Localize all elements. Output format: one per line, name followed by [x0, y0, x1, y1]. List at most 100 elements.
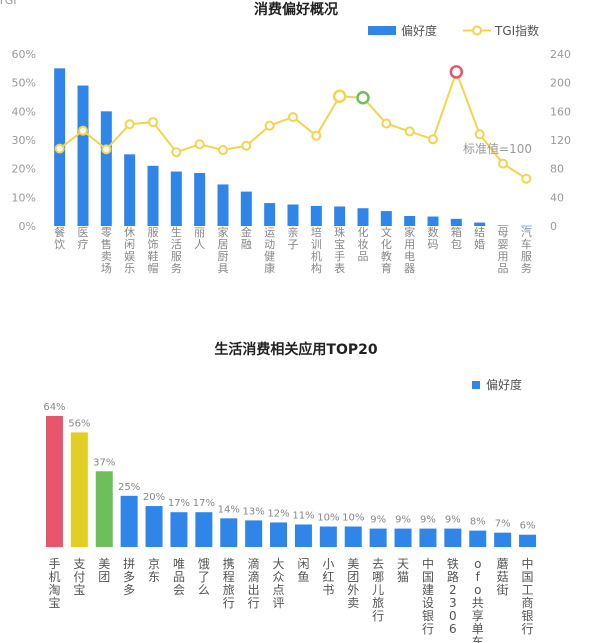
chart-2-data-label: 12%: [267, 508, 289, 519]
category-char: 中: [522, 556, 534, 571]
chart-1-bar: [217, 184, 229, 226]
chart-2-category-label: 饿了么: [198, 557, 210, 597]
chart-1-category-label: 家居厨具: [218, 225, 229, 275]
chart-1-tgi-point: [521, 173, 532, 184]
chart-2-category-label: 美团: [98, 557, 110, 584]
category-char: 场: [101, 261, 112, 275]
category-char: 银: [522, 609, 534, 623]
chart-1-category-label: 箱包: [451, 225, 462, 251]
category-char: 车: [521, 237, 532, 251]
category-char: 化: [358, 225, 369, 239]
chart-1-y2-tick: 160: [550, 105, 571, 118]
chart-1-bar: [100, 111, 112, 226]
category-char: 箱: [451, 225, 462, 239]
chart-1-tgi-point: [101, 144, 112, 155]
chart-2-bar: [494, 532, 512, 547]
category-char: 支: [73, 557, 85, 571]
category-char: 务: [171, 262, 182, 275]
category-char: 数: [428, 226, 439, 239]
chart-1-bar: [310, 205, 322, 226]
chart-2-data-label: 37%: [93, 457, 115, 468]
chart-1-tgi-point: [264, 120, 275, 131]
chart-2-category-label: 携程旅行: [223, 556, 235, 610]
chart-2-bar: [419, 528, 437, 547]
chart-1-tgi-point: [498, 158, 508, 169]
category-char: 融: [241, 238, 252, 251]
category-char: 滴: [248, 569, 260, 584]
category-char: 器: [404, 262, 415, 275]
chart-2-bar: [444, 528, 462, 547]
chart-2-data-label: 7%: [495, 519, 511, 530]
chart-1-baseline-annotation: 标准值=100: [463, 141, 532, 156]
chart-1-bar: [427, 216, 439, 226]
category-char: 教: [381, 250, 392, 263]
category-char: 休: [124, 226, 135, 239]
chart-1-tgi-point: [474, 129, 485, 140]
chart-1-legend-line-marker: [472, 25, 482, 36]
chart-1-y-tick: 60%: [12, 48, 36, 61]
consumption-preference-chart: 消费偏好概况 TGI 0% 10% 20% 30% 40% 50% 60% 0 40 80 120 160…: [0, 0, 571, 275]
category-char: 文: [381, 225, 392, 239]
category-char: 外: [347, 583, 359, 597]
category-char: 厨: [218, 250, 229, 263]
chart-1-category-label: 零售卖场: [101, 226, 112, 275]
chart-1-category-label: 珠宝手表: [334, 225, 345, 275]
chart-1-bar: [450, 218, 462, 226]
category-char: 书: [322, 583, 334, 597]
category-char: 铁: [447, 557, 459, 571]
category-char: 码: [428, 238, 439, 251]
chart-2-bar: [220, 518, 238, 547]
chart-1-tgi-point: [218, 145, 228, 156]
chart-1-bar: [334, 206, 346, 226]
chart-1-category-label: 化妆品: [358, 225, 369, 263]
chart-1-category-label: 母婴用品: [498, 226, 509, 275]
chart-2-category-label: 铁路 2 3 0 6: [447, 557, 459, 636]
chart-1-y-tick: 10%: [12, 191, 36, 204]
category-char: 娱: [124, 249, 135, 263]
category-char: 旅: [223, 583, 235, 597]
category-char: 构: [311, 261, 322, 275]
category-char: 母: [498, 226, 509, 239]
category-char: 帽: [148, 262, 159, 275]
category-char: 鱼: [297, 570, 309, 584]
chart-2-data-label: 9%: [420, 515, 436, 526]
category-char: 天: [397, 557, 409, 571]
category-char: 化: [381, 237, 392, 251]
chart-1-y-tick: 20%: [12, 163, 36, 176]
category-char: 拼: [123, 557, 135, 571]
category-char: 表: [334, 261, 345, 275]
chart-2-bar: [344, 526, 362, 547]
chart-1-bar: [380, 211, 392, 226]
chart-2-data-label: 56%: [68, 418, 90, 429]
chart-1-bar: [170, 171, 182, 226]
category-char: 宝: [334, 237, 345, 251]
category-char: 团: [347, 570, 359, 584]
chart-2-category-label: 拼多多: [123, 557, 135, 597]
chart-2-bar: [369, 528, 387, 547]
chart-1-y2-tick: 80: [550, 163, 564, 176]
chart-2-data-label: 17%: [168, 498, 190, 509]
chart-1-category-label: 休闲娱乐: [124, 226, 135, 275]
category-char: 鞋: [148, 249, 159, 263]
chart-2-category-label: 支付宝: [73, 557, 85, 597]
chart-2-bar: [170, 512, 188, 547]
chart-1-category-label: 丽人: [194, 226, 205, 251]
chart-2-bar: [519, 534, 537, 547]
category-char: 训: [311, 238, 322, 251]
chart-1-tgi-point: [311, 130, 322, 141]
category-char: 商: [522, 595, 534, 610]
chart-1-y2-tick: 240: [550, 48, 571, 61]
chart-2-data-label: 9%: [395, 515, 411, 526]
chart-1-tgi-point: [449, 65, 464, 79]
category-char: 出: [248, 583, 260, 597]
category-char: 评: [273, 596, 285, 610]
category-char: 众: [273, 570, 285, 584]
category-char: 服: [171, 250, 182, 263]
chart-1-y2-tick: 0: [550, 220, 557, 233]
category-char: 工: [522, 583, 534, 597]
chart-2-bar: [195, 512, 213, 547]
chart-1-bar: [240, 191, 252, 226]
category-char: 路: [447, 569, 459, 584]
category-char: 卖: [101, 250, 112, 263]
chart-1-category-label: 生活服务: [171, 225, 182, 275]
